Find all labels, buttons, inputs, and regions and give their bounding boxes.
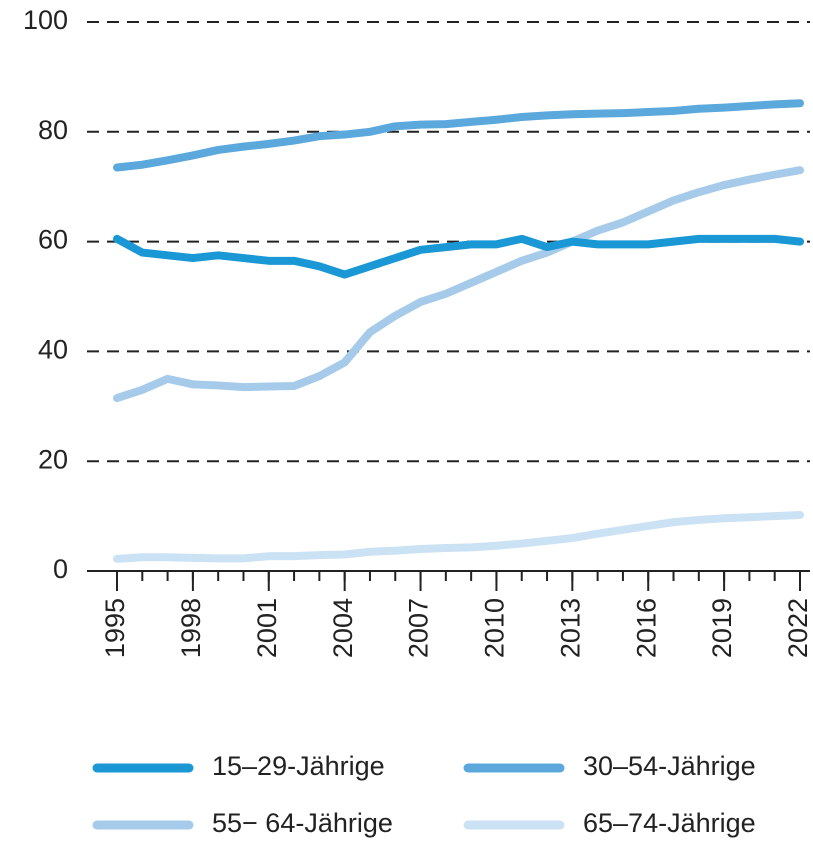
x-tick-label: 1995 bbox=[100, 598, 130, 658]
legend-label: 65–74-Jährige bbox=[583, 808, 756, 838]
y-tick-label: 20 bbox=[38, 444, 68, 474]
x-tick-label: 2007 bbox=[404, 598, 434, 658]
series-line bbox=[113, 511, 804, 563]
legend-label: 30–54-Jährige bbox=[583, 751, 756, 781]
x-tick-label: 1998 bbox=[176, 598, 206, 658]
x-tick-label: 2004 bbox=[328, 598, 358, 658]
legend-label: 15–29-Jährige bbox=[212, 751, 385, 781]
x-tick-label: 2019 bbox=[707, 598, 737, 658]
x-tick-label: 2010 bbox=[480, 598, 510, 658]
series-line bbox=[113, 166, 804, 403]
y-tick-label: 60 bbox=[38, 225, 68, 255]
y-tick-label: 40 bbox=[38, 335, 68, 365]
x-tick-label: 2022 bbox=[783, 598, 813, 658]
x-tick-label: 2016 bbox=[631, 598, 661, 658]
x-tick-label: 2013 bbox=[555, 598, 585, 658]
series-line bbox=[113, 234, 804, 279]
x-tick-label: 2001 bbox=[252, 598, 282, 658]
y-tick-label: 0 bbox=[53, 554, 68, 584]
y-tick-label: 80 bbox=[38, 115, 68, 145]
series-line bbox=[113, 99, 804, 172]
y-tick-label: 100 bbox=[23, 5, 68, 35]
legend-label: 55− 64-Jährige bbox=[212, 808, 393, 838]
